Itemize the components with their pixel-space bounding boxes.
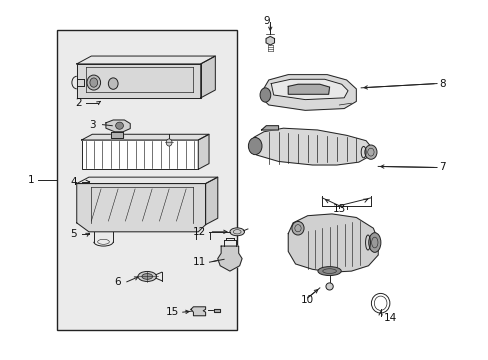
Ellipse shape	[291, 221, 304, 235]
Polygon shape	[265, 36, 274, 45]
Polygon shape	[249, 128, 372, 165]
Polygon shape	[287, 214, 377, 272]
Ellipse shape	[364, 145, 376, 159]
Polygon shape	[106, 120, 130, 132]
Ellipse shape	[229, 228, 244, 236]
Text: 10: 10	[301, 295, 314, 305]
Text: 4: 4	[70, 177, 77, 187]
Text: 9: 9	[263, 16, 269, 26]
Ellipse shape	[368, 233, 380, 252]
Polygon shape	[81, 134, 208, 140]
Text: 13: 13	[332, 203, 345, 213]
Polygon shape	[198, 134, 208, 169]
Polygon shape	[261, 126, 278, 130]
Ellipse shape	[138, 271, 156, 282]
Bar	[57, 30, 237, 330]
Ellipse shape	[248, 138, 262, 155]
Ellipse shape	[108, 78, 118, 89]
Text: 15: 15	[165, 307, 179, 317]
Text: 12: 12	[192, 227, 205, 237]
Text: 2: 2	[75, 98, 81, 108]
Ellipse shape	[90, 78, 98, 87]
Text: 3: 3	[89, 120, 96, 130]
Ellipse shape	[166, 139, 172, 146]
Ellipse shape	[260, 88, 270, 102]
Ellipse shape	[325, 283, 332, 290]
Polygon shape	[77, 64, 201, 98]
Polygon shape	[217, 246, 242, 271]
Text: 6: 6	[114, 277, 120, 287]
Polygon shape	[191, 307, 205, 316]
Text: 1: 1	[28, 175, 34, 185]
Ellipse shape	[87, 75, 101, 90]
Text: 14: 14	[383, 312, 396, 323]
Polygon shape	[205, 177, 217, 225]
Polygon shape	[77, 56, 215, 64]
Polygon shape	[261, 75, 356, 111]
Polygon shape	[77, 184, 205, 232]
Ellipse shape	[116, 122, 123, 129]
Polygon shape	[214, 309, 220, 312]
Text: 11: 11	[192, 257, 205, 267]
Polygon shape	[201, 56, 215, 98]
Polygon shape	[111, 132, 122, 138]
Ellipse shape	[317, 267, 341, 275]
Polygon shape	[77, 177, 217, 184]
Text: 8: 8	[438, 78, 445, 89]
Text: 7: 7	[438, 162, 445, 172]
Polygon shape	[271, 79, 347, 100]
Bar	[81, 140, 198, 169]
Polygon shape	[287, 84, 329, 94]
Text: 5: 5	[70, 229, 77, 239]
Ellipse shape	[142, 274, 152, 279]
